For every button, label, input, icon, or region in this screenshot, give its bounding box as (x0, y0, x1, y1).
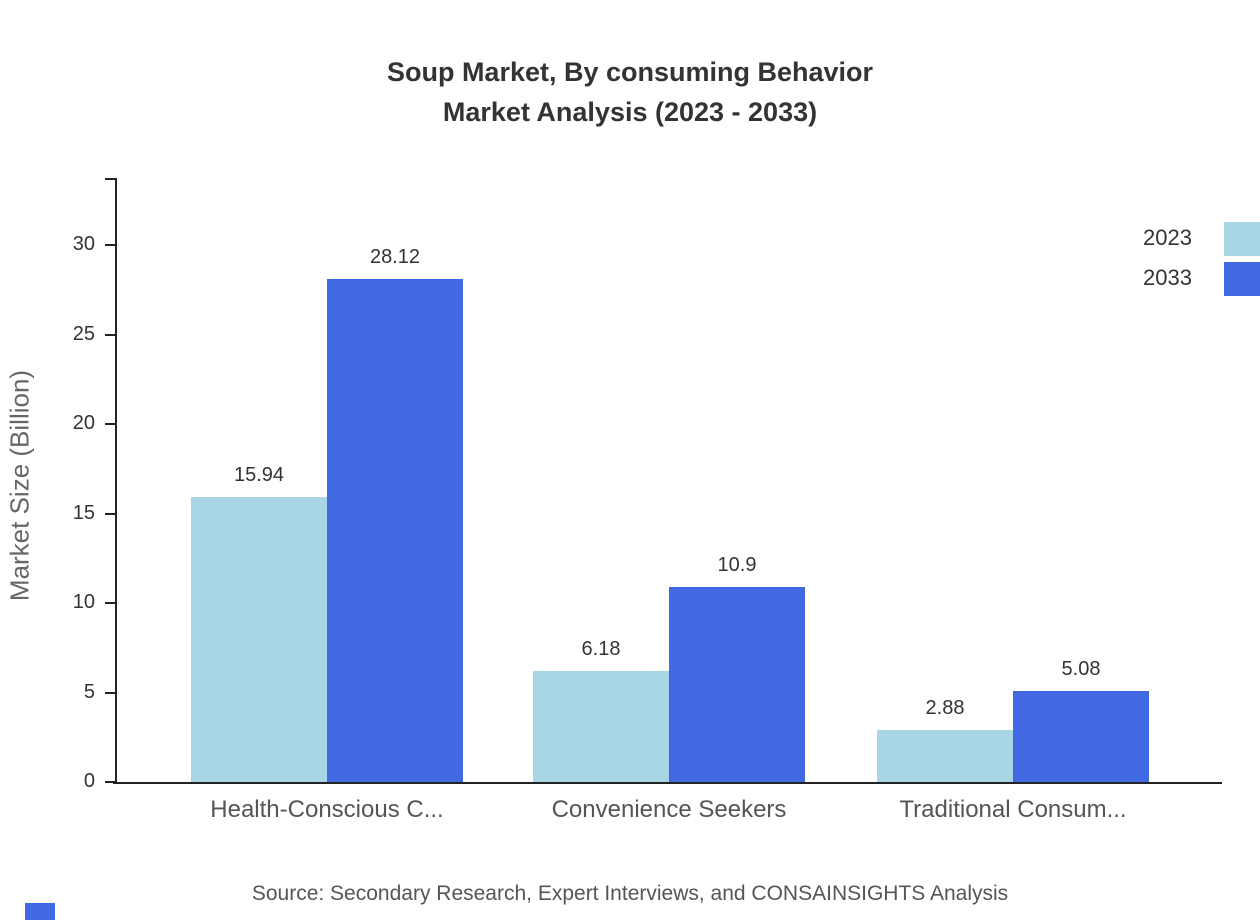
category-label: Traditional Consum... (899, 796, 1127, 823)
y-tick-mark (105, 602, 115, 604)
bar-value-label: 5.08 (1061, 658, 1101, 681)
bar-value-label: 6.18 (581, 638, 621, 661)
legend-label: 2033 (1143, 265, 1192, 290)
y-tick-label: 10 (72, 591, 95, 613)
bar-2023-1 (533, 671, 669, 782)
source-note: Source: Secondary Research, Expert Inter… (251, 882, 1009, 905)
bar-value-label: 10.9 (717, 553, 757, 576)
bar-2033-0 (327, 278, 463, 782)
legend-swatch (1224, 222, 1260, 256)
chart-subtitle: Market Analysis (2023 - 2033) (442, 97, 818, 127)
y-tick-mark (105, 333, 115, 336)
y-tick-label: 5 (83, 680, 95, 703)
bar-value-label: 28.12 (369, 245, 421, 268)
chart-title: Soup Market, By consuming Behavior (386, 57, 874, 87)
bar-2023-0 (191, 496, 327, 782)
category-label: Convenience Seekers (551, 796, 787, 823)
logo-mark (25, 903, 55, 920)
x-axis-line (113, 782, 1222, 784)
y-tick-label: 30 (72, 233, 95, 255)
y-tick-mark (105, 691, 115, 694)
y-tick-mark (105, 512, 115, 515)
y-tick-label: 15 (72, 501, 95, 524)
bar-2033-2 (1013, 691, 1149, 782)
legend-swatch (1224, 262, 1260, 296)
y-tick-label: 25 (72, 322, 95, 345)
y-tick-label: 20 (72, 412, 95, 434)
legend-item-2023: 2023 (1100, 220, 1260, 258)
legend-label: 2023 (1143, 225, 1192, 250)
y-tick-mark (105, 423, 115, 425)
y-tick-mark (105, 781, 115, 783)
bar-2033-1 (669, 586, 805, 782)
bar-value-label: 2.88 (925, 697, 965, 720)
bar-2023-2 (877, 730, 1013, 782)
y-axis-title: Market Size (Billion) (4, 369, 35, 602)
legend-item-2033: 2033 (1100, 260, 1260, 298)
category-label: Health-Conscious C... (210, 796, 444, 823)
axis-cap-tick (105, 178, 115, 180)
bar-value-label: 15.94 (233, 463, 285, 486)
chart-title-block: Soup Market, By consuming Behavior Marke… (0, 52, 1260, 132)
y-tick-label: 0 (83, 770, 95, 792)
y-tick-mark (105, 244, 115, 246)
y-axis-line (115, 178, 117, 784)
